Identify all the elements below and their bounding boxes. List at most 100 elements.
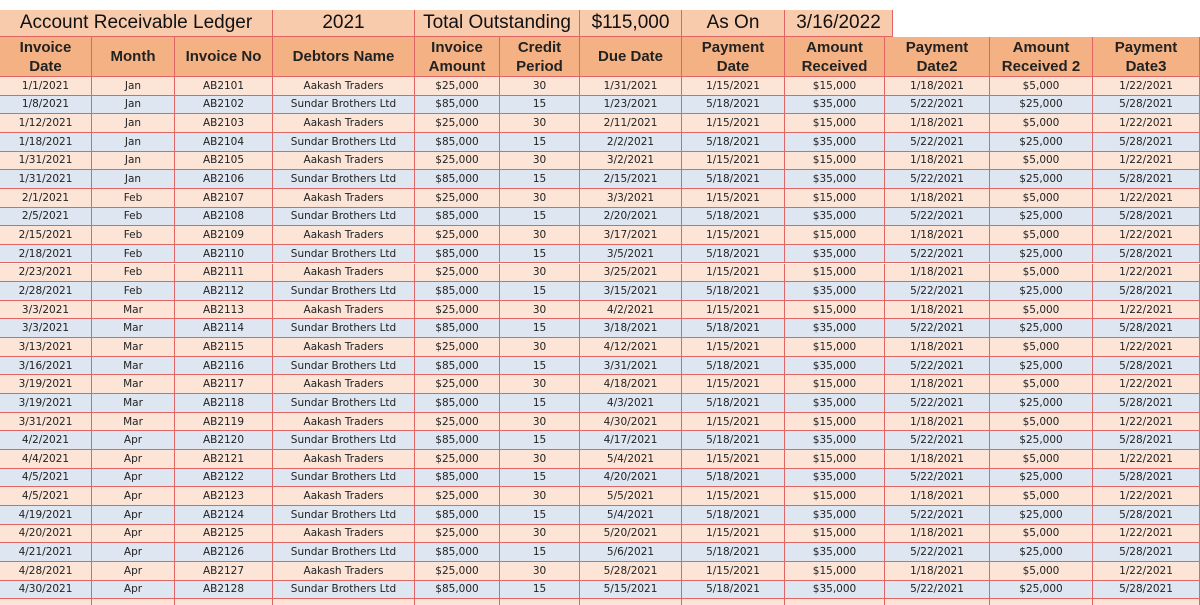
cell: 1/18/2021 [885, 300, 990, 320]
cell: 4/5/2021 [0, 487, 92, 506]
cell: $85,000 [415, 505, 500, 525]
cell: Sundar Brothers Ltd [273, 468, 415, 488]
cell: Sundar Brothers Ltd [273, 543, 415, 562]
cell: 30 [500, 487, 580, 506]
cell: 30 [500, 114, 580, 133]
cell: 30 [500, 300, 580, 320]
cell: Apr [92, 543, 175, 562]
cell: Aakash Traders [273, 151, 415, 171]
cell: Sundar Brothers Ltd [273, 394, 415, 413]
cell: 5/22/2021 [885, 319, 990, 339]
cell: Aakash Traders [273, 561, 415, 581]
cell: 3/3/2021 [0, 300, 92, 320]
cell: $35,000 [785, 431, 885, 450]
cell: 1/15/2021 [682, 524, 785, 544]
cell: $5,000 [990, 375, 1093, 395]
cell: $25,000 [415, 338, 500, 357]
cell: $5,000 [990, 188, 1093, 208]
cell: AB2119 [175, 412, 273, 432]
cell: 1/18/2021 [885, 114, 990, 133]
cell: Feb [92, 263, 175, 283]
cell: 5/28/2021 [1093, 170, 1200, 189]
cell: $25,000 [990, 282, 1093, 301]
cell: 1/22/2021 [1093, 114, 1200, 133]
cell: 1/22/2021 [1093, 375, 1200, 395]
empty-cell [0, 599, 92, 605]
cell: 3/16/2021 [0, 356, 92, 376]
column-header: Month [92, 37, 175, 77]
cell: 5/28/2021 [1093, 543, 1200, 562]
cell: 1/18/2021 [885, 412, 990, 432]
cell: AB2126 [175, 543, 273, 562]
column-header: Payment Date [682, 37, 785, 77]
cell: $25,000 [990, 95, 1093, 115]
cell: Sundar Brothers Ltd [273, 132, 415, 152]
cell: 3/5/2021 [580, 244, 682, 264]
cell: 15 [500, 207, 580, 227]
cell: $85,000 [415, 356, 500, 376]
cell: $5,000 [990, 114, 1093, 133]
cell: 1/15/2021 [682, 561, 785, 581]
cell: Feb [92, 244, 175, 264]
cell: Aakash Traders [273, 226, 415, 245]
cell: Aakash Traders [273, 77, 415, 96]
cell: Apr [92, 450, 175, 469]
cell: $35,000 [785, 580, 885, 600]
cell: 1/8/2021 [0, 95, 92, 115]
cell: 5/28/2021 [1093, 394, 1200, 413]
cell: 5/18/2021 [682, 543, 785, 562]
cell: 5/28/2021 [1093, 132, 1200, 152]
cell: 30 [500, 151, 580, 171]
cell: AB2116 [175, 356, 273, 376]
cell: $25,000 [990, 207, 1093, 227]
cell: Feb [92, 226, 175, 245]
cell: $25,000 [415, 412, 500, 432]
cell: AB2106 [175, 170, 273, 189]
cell: Sundar Brothers Ltd [273, 282, 415, 301]
cell: Mar [92, 300, 175, 320]
cell: $25,000 [415, 487, 500, 506]
empty-cell [92, 599, 175, 605]
cell: $25,000 [990, 431, 1093, 450]
cell: 1/18/2021 [885, 226, 990, 245]
cell: 5/28/2021 [1093, 580, 1200, 600]
cell: $25,000 [990, 319, 1093, 339]
cell: 4/20/2021 [580, 468, 682, 488]
cell: 5/22/2021 [885, 356, 990, 376]
cell: AB2120 [175, 431, 273, 450]
cell: $35,000 [785, 543, 885, 562]
cell: 5/22/2021 [885, 170, 990, 189]
cell: 5/22/2021 [885, 132, 990, 152]
cell: $85,000 [415, 95, 500, 115]
cell: AB2102 [175, 95, 273, 115]
cell: 5/18/2021 [682, 505, 785, 525]
cell: 1/18/2021 [0, 132, 92, 152]
cell: $5,000 [990, 300, 1093, 320]
cell: $25,000 [415, 300, 500, 320]
cell: 3/17/2021 [580, 226, 682, 245]
total-value: $115,000 [580, 10, 682, 37]
cell: 5/28/2021 [1093, 244, 1200, 264]
cell: Jan [92, 114, 175, 133]
column-header: Invoice Date [0, 37, 92, 77]
cell: 5/22/2021 [885, 244, 990, 264]
empty-cell [273, 599, 415, 605]
cell: $25,000 [415, 77, 500, 96]
cell: 15 [500, 580, 580, 600]
cell: AB2101 [175, 77, 273, 96]
cell: Feb [92, 207, 175, 227]
cell: $15,000 [785, 338, 885, 357]
cell: Apr [92, 561, 175, 581]
cell: AB2110 [175, 244, 273, 264]
cell: 1/18/2021 [885, 338, 990, 357]
cell: $25,000 [415, 151, 500, 171]
cell: AB2109 [175, 226, 273, 245]
cell: Apr [92, 524, 175, 544]
cell: 3/3/2021 [580, 188, 682, 208]
cell: 3/3/2021 [0, 319, 92, 339]
cell: $15,000 [785, 188, 885, 208]
cell: 4/20/2021 [0, 524, 92, 544]
cell: $85,000 [415, 468, 500, 488]
cell: 5/28/2021 [1093, 505, 1200, 525]
column-header: Payment Date2 [885, 37, 990, 77]
